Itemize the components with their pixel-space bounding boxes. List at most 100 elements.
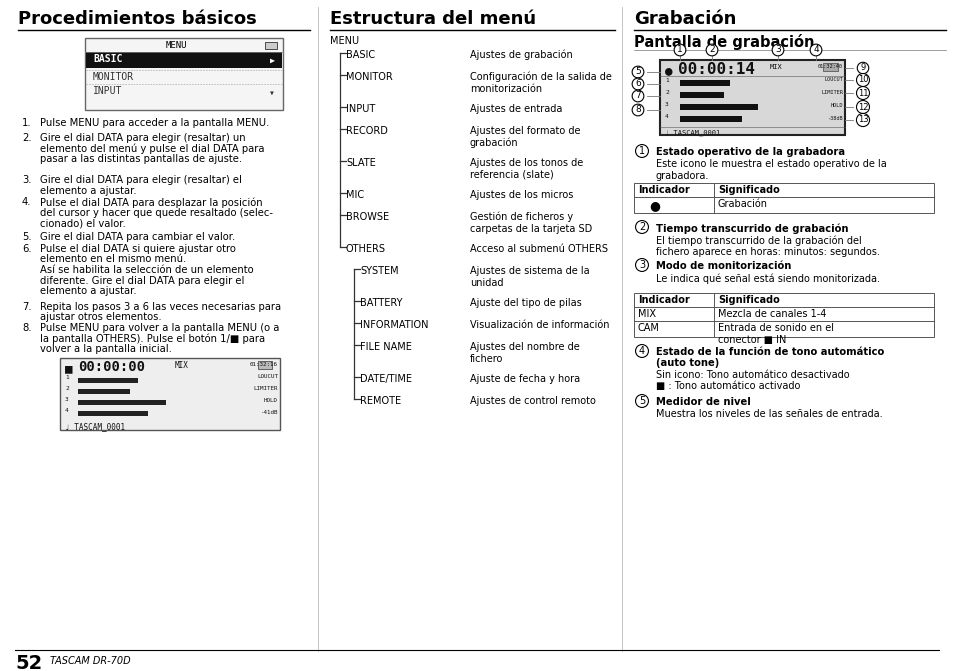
- Text: Entrada de sonido en el
conector ■ IN: Entrada de sonido en el conector ■ IN: [718, 323, 833, 345]
- Bar: [634, 293, 933, 337]
- Text: ■ : Tono automático activado: ■ : Tono automático activado: [656, 381, 800, 391]
- Text: del cursor y hacer que quede resaltado (selec-: del cursor y hacer que quede resaltado (…: [40, 207, 273, 217]
- Text: Tiempo transcurrido de grabación: Tiempo transcurrido de grabación: [656, 223, 847, 234]
- Text: elemento en el mismo menú.: elemento en el mismo menú.: [40, 254, 186, 264]
- Text: elemento a ajustar.: elemento a ajustar.: [40, 286, 136, 296]
- Text: 00:00:14: 00:00:14: [678, 62, 754, 77]
- Text: Ajuste del tipo de pilas: Ajuste del tipo de pilas: [470, 298, 581, 308]
- Text: INPUT: INPUT: [346, 104, 375, 114]
- Text: Ajustes de control remoto: Ajustes de control remoto: [470, 396, 596, 406]
- Text: Indicador: Indicador: [638, 295, 689, 305]
- Text: 2: 2: [65, 386, 69, 391]
- Text: 7.: 7.: [22, 302, 31, 312]
- Text: MENU: MENU: [165, 41, 187, 50]
- Text: FILE NAME: FILE NAME: [359, 342, 412, 352]
- Bar: [78, 389, 130, 394]
- Text: 5: 5: [635, 68, 640, 76]
- Text: Grabación: Grabación: [718, 199, 767, 209]
- Text: 3.: 3.: [22, 175, 31, 185]
- Text: Ajustes del nombre de
fichero: Ajustes del nombre de fichero: [470, 342, 579, 364]
- Text: Ajustes de entrada: Ajustes de entrada: [470, 104, 561, 114]
- Text: Muestra los niveles de las señales de entrada.: Muestra los niveles de las señales de en…: [656, 409, 882, 419]
- Text: volver a la pantalla inicial.: volver a la pantalla inicial.: [40, 344, 172, 354]
- Text: Estructura del menú: Estructura del menú: [330, 10, 536, 28]
- Text: Pantalla de grabación: Pantalla de grabación: [634, 34, 814, 50]
- Text: HOLD: HOLD: [264, 398, 277, 403]
- Text: Gire el dial DATA para cambiar el valor.: Gire el dial DATA para cambiar el valor.: [40, 232, 235, 242]
- Text: ▾: ▾: [269, 88, 274, 98]
- Text: 5.: 5.: [22, 232, 31, 242]
- Text: 6: 6: [635, 79, 640, 89]
- Text: 01:32:16: 01:32:16: [250, 362, 277, 367]
- Text: Ajustes de grabación: Ajustes de grabación: [470, 50, 572, 60]
- Text: MIX: MIX: [638, 309, 656, 319]
- Text: cionado) el valor.: cionado) el valor.: [40, 218, 126, 228]
- Text: Pulse el dial DATA para desplazar la posición: Pulse el dial DATA para desplazar la pos…: [40, 197, 262, 207]
- Text: Pulse MENU para volver a la pantalla MENU (o a: Pulse MENU para volver a la pantalla MEN…: [40, 323, 279, 333]
- Text: 4: 4: [664, 114, 668, 119]
- Text: REMOTE: REMOTE: [359, 396, 400, 406]
- Text: (auto tone): (auto tone): [656, 358, 719, 368]
- Text: 00:00:00: 00:00:00: [78, 360, 145, 374]
- Bar: [679, 92, 723, 98]
- Text: Gire el dial DATA para elegir (resaltar) un: Gire el dial DATA para elegir (resaltar)…: [40, 133, 245, 143]
- Text: 2: 2: [664, 90, 668, 95]
- Text: BASIC: BASIC: [92, 54, 122, 64]
- Text: Así se habilita la selección de un elemento: Así se habilita la selección de un eleme…: [40, 265, 253, 275]
- Text: Ajustes del formato de
grabación: Ajustes del formato de grabación: [470, 126, 579, 148]
- Text: 4.: 4.: [22, 197, 31, 207]
- Text: LOUCUT: LOUCUT: [823, 77, 842, 82]
- Text: 2: 2: [639, 222, 644, 232]
- Text: ajustar otros elementos.: ajustar otros elementos.: [40, 313, 161, 323]
- Text: 5: 5: [639, 396, 644, 406]
- Text: diferente. Gire el dial DATA para elegir el: diferente. Gire el dial DATA para elegir…: [40, 276, 244, 285]
- Text: Ajuste de fecha y hora: Ajuste de fecha y hora: [470, 374, 579, 384]
- Bar: [634, 183, 933, 213]
- Text: LOUCUT: LOUCUT: [256, 374, 277, 379]
- Text: Significado: Significado: [718, 185, 779, 195]
- Text: ●: ●: [648, 199, 659, 212]
- Text: ▶: ▶: [270, 56, 274, 65]
- Text: elemento del menú y pulse el dial DATA para: elemento del menú y pulse el dial DATA p…: [40, 144, 264, 154]
- Text: 3: 3: [774, 46, 781, 54]
- Text: Le indica qué señal está siendo monitorizada.: Le indica qué señal está siendo monitori…: [656, 273, 879, 284]
- Text: INFORMATION: INFORMATION: [359, 320, 428, 330]
- Text: Ajustes de los tonos de
referencia (slate): Ajustes de los tonos de referencia (slat…: [470, 158, 582, 180]
- Text: MIX: MIX: [769, 64, 781, 70]
- Text: Estado de la función de tono automático: Estado de la función de tono automático: [656, 347, 883, 357]
- Text: Medidor de nivel: Medidor de nivel: [656, 397, 750, 407]
- Text: 4: 4: [812, 46, 818, 54]
- Text: RECORD: RECORD: [346, 126, 388, 136]
- Text: Sin icono: Tono automático desactivado: Sin icono: Tono automático desactivado: [656, 370, 849, 380]
- Text: Grabación: Grabación: [634, 10, 736, 28]
- Text: 1: 1: [664, 78, 668, 83]
- Bar: [679, 104, 758, 110]
- Text: -38dB: -38dB: [826, 116, 842, 121]
- Text: SYSTEM: SYSTEM: [359, 266, 398, 276]
- Text: Pulse el dial DATA si quiere ajustar otro: Pulse el dial DATA si quiere ajustar otr…: [40, 244, 235, 254]
- Text: CAM: CAM: [638, 323, 659, 333]
- Text: Este icono le muestra el estado operativo de la
grabadora.: Este icono le muestra el estado operativ…: [656, 159, 886, 180]
- Text: 1: 1: [677, 46, 682, 54]
- Text: Procedimientos básicos: Procedimientos básicos: [18, 10, 256, 28]
- Text: 2.: 2.: [22, 133, 31, 143]
- Text: Modo de monitorización: Modo de monitorización: [656, 261, 791, 271]
- Text: 01:32:40: 01:32:40: [817, 64, 842, 69]
- Text: MONITOR: MONITOR: [346, 72, 393, 82]
- Text: MIC: MIC: [346, 190, 364, 200]
- Text: 12: 12: [857, 103, 867, 111]
- Text: BASIC: BASIC: [346, 50, 375, 60]
- Text: MENU: MENU: [330, 36, 358, 46]
- Bar: [85, 38, 283, 110]
- Text: Mezcla de canales 1-4: Mezcla de canales 1-4: [718, 309, 825, 319]
- Text: Acceso al submenú OTHERS: Acceso al submenú OTHERS: [470, 244, 607, 254]
- Text: Gire el dial DATA para elegir (resaltar) el: Gire el dial DATA para elegir (resaltar)…: [40, 175, 242, 185]
- Bar: [78, 378, 138, 383]
- Text: 9: 9: [860, 64, 864, 72]
- Bar: [78, 411, 148, 416]
- Text: INPUT: INPUT: [92, 86, 122, 96]
- Text: elemento a ajustar.: elemento a ajustar.: [40, 185, 136, 195]
- Text: SLATE: SLATE: [346, 158, 375, 168]
- Text: Indicador: Indicador: [638, 185, 689, 195]
- Text: OTHERS: OTHERS: [346, 244, 386, 254]
